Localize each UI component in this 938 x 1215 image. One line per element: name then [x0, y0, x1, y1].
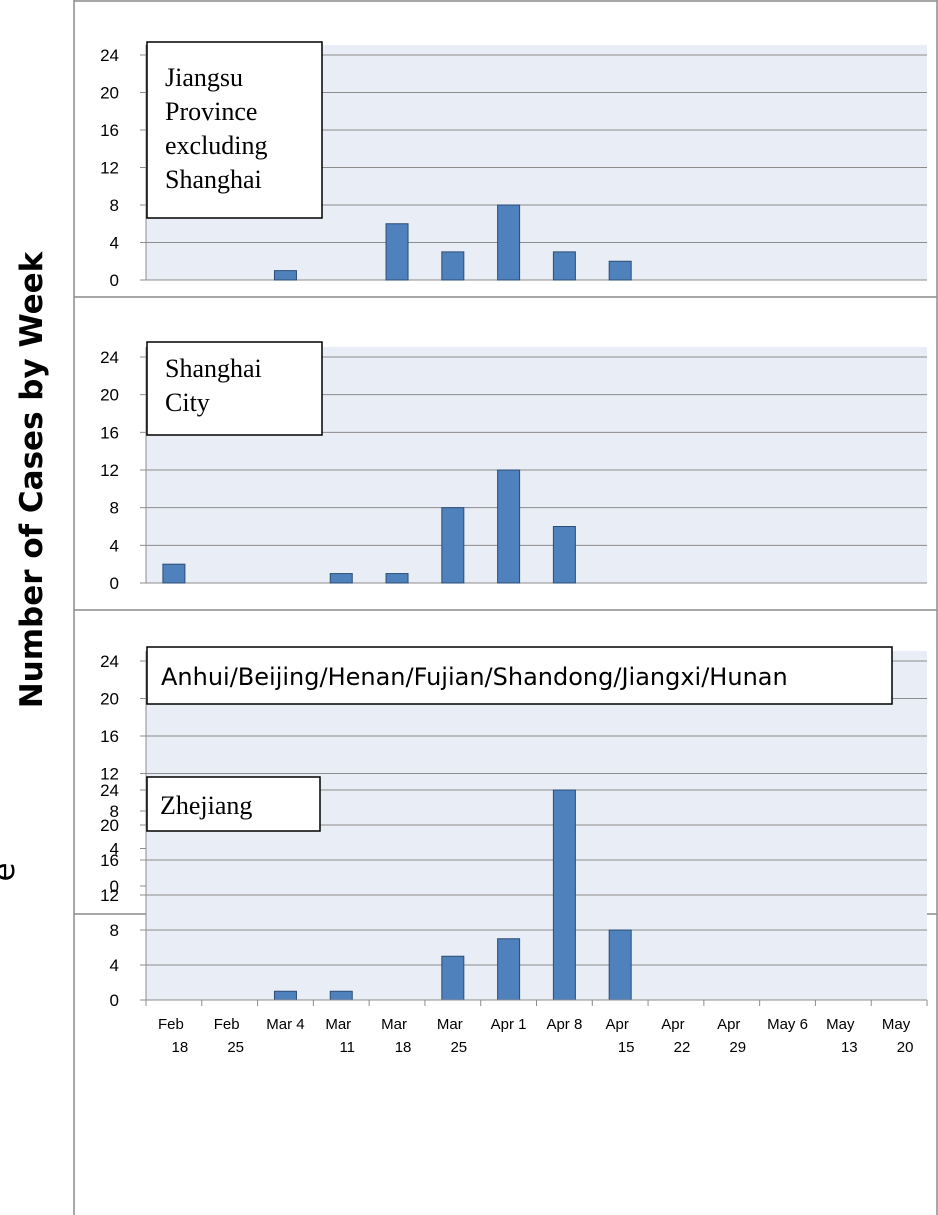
bar-mar-4	[273, 990, 297, 1001]
y-tick-label: 16	[100, 727, 119, 746]
bar-mar-18	[385, 223, 409, 281]
y-tick-label: 4	[110, 956, 119, 975]
x-tick-label: May 20	[882, 1016, 914, 1056]
bar-apr-8	[552, 789, 576, 1001]
x-tick-label: Apr 1	[491, 1016, 527, 1033]
bar-apr-1	[497, 938, 521, 1001]
y-tick-label: 8	[110, 196, 119, 215]
bar-mar-11	[329, 990, 353, 1001]
bar-apr-1	[497, 204, 521, 281]
y-axis-label: Number of Cases by Week	[14, 250, 50, 708]
panel-label-box	[146, 646, 893, 705]
y-tick-label: 16	[100, 851, 119, 870]
y-tick-label: 0	[110, 877, 119, 896]
x-tick-label: Mar 11	[325, 1016, 355, 1056]
y-tick-label: 12	[100, 461, 119, 480]
x-tick-label: May 13	[826, 1016, 858, 1056]
y-tick-label: 20	[100, 816, 119, 835]
y-tick-label: 4	[110, 234, 119, 253]
bar-apr-15	[608, 929, 632, 1001]
panel-2: 0 4 8 12 16 20 24 Shanghai City	[74, 341, 937, 611]
y-tick-label: 20	[100, 690, 119, 709]
bar-mar-11	[329, 573, 353, 584]
bar-apr-8	[552, 526, 576, 584]
x-tick-label: Feb 18	[158, 1016, 188, 1056]
x-tick-label: Apr 15	[606, 1016, 635, 1056]
bar-mar-25	[441, 955, 465, 1001]
bar-apr-8	[552, 251, 576, 281]
bar-mar-18	[385, 573, 409, 584]
x-tick-label: Apr 22	[661, 1016, 690, 1056]
y-tick-label: 24	[100, 348, 119, 367]
bar-feb-18	[162, 563, 186, 584]
y-tick-label: 0	[110, 991, 119, 1010]
panel-1: 0 4 8 12 16 20 24 Jiangsu Province excluding Shang…	[74, 41, 937, 298]
x-tick-label: May 6	[767, 1016, 808, 1033]
y-tick-label: 20	[100, 84, 119, 103]
panel-label: Jiangsu Province excluding Shanghai	[165, 63, 268, 194]
y-tick-label: 12	[100, 886, 119, 905]
bar-apr-15	[608, 260, 632, 281]
y-tick-label: 12	[100, 159, 119, 178]
y-tick-label: 4	[110, 536, 119, 555]
panel-label-box	[146, 776, 321, 832]
y-tick-label: 20	[100, 386, 119, 405]
edge-fragment-text: e	[0, 862, 22, 881]
y-tick-label: 24	[100, 652, 119, 671]
y-tick-label: 0	[110, 574, 119, 593]
bar-mar-25	[441, 507, 465, 584]
x-tick-label: Apr 29	[717, 1016, 746, 1056]
y-tick-label: 24	[100, 781, 119, 800]
y-tick-label: 8	[110, 921, 119, 940]
bar-mar-4	[273, 270, 297, 281]
y-tick-label: 4	[110, 840, 119, 859]
x-tick-label: Mar 25	[437, 1016, 467, 1056]
y-tick-label: 24	[100, 46, 119, 65]
panel-label: Zhejiang	[160, 791, 252, 820]
y-tick-label: 16	[100, 121, 119, 140]
bar-apr-1	[497, 469, 521, 584]
y-tick-label: 8	[110, 499, 119, 518]
x-tick-label: Mar 4	[266, 1016, 304, 1033]
x-tick-label: Mar 18	[381, 1016, 411, 1056]
panel-label-box	[146, 41, 323, 219]
panel-4: 0 4 8 12 16 20 24 Zhejiang Feb 18 Feb 25 Mar 4 Mar 11 M…	[100, 776, 928, 1056]
chart-panels: 0 4 8 12 16 20 24 Jiangsu Province excluding Shang…	[74, 0, 937, 1056]
y-tick-label: 16	[100, 423, 119, 442]
x-tick-label: Feb 25	[214, 1016, 244, 1056]
y-tick-label: 12	[100, 765, 119, 784]
y-tick-label: 0	[110, 271, 119, 290]
panel-label-box	[146, 341, 323, 436]
x-tick-label: Apr 8	[546, 1016, 582, 1033]
panel-label: Anhui/Beijing/Henan/Fujian/Shandong/Jian…	[161, 663, 788, 691]
y-tick-label: 8	[110, 802, 119, 821]
panel-label: Shanghai City	[165, 354, 262, 417]
bar-mar-25	[441, 251, 465, 281]
